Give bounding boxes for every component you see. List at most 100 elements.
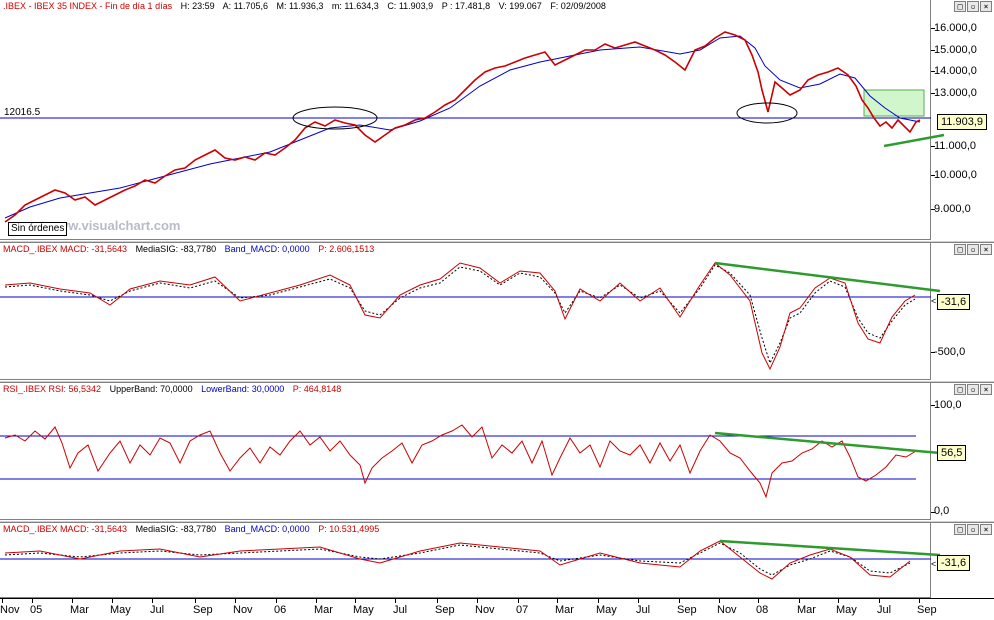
axis-tick — [316, 599, 317, 603]
axis-month-label: Jul — [877, 604, 892, 616]
macd-pane: MACD_.IBEX MACD: -31,5643 MediaSIG: -83,… — [0, 243, 994, 380]
axis-year-label: 07 — [516, 604, 529, 616]
close-button[interactable]: × — [980, 524, 992, 535]
axis-month-label: May — [110, 604, 131, 616]
high-label: M: 11.936,3 — [276, 1, 324, 11]
axis-tick — [276, 599, 277, 603]
scale-tick — [931, 175, 935, 176]
macd-plot-frame — [0, 243, 931, 380]
volume-label: V: 199.067 — [498, 1, 542, 11]
bottom-ellipse-2008 — [736, 102, 798, 124]
macd-name: MACD_.IBEX MACD: -31,5643 — [3, 244, 128, 254]
time-axis: Nov 05 Mar May Jul Sep Nov 06 Mar May Ju… — [0, 598, 994, 620]
last-price-tag: 11.903,9 — [937, 114, 988, 130]
scale-tick — [931, 146, 935, 147]
macd2-p: P: 10.531,4995 — [318, 524, 380, 534]
rsi-scale-label: 100,0 — [934, 399, 962, 411]
time-label: H: 23:59 — [180, 1, 215, 11]
axis-tick — [838, 599, 839, 603]
pane-splitter[interactable] — [0, 380, 994, 383]
rsi-divergence-line — [714, 431, 941, 455]
axis-month-label: May — [836, 604, 857, 616]
highlight-box — [863, 89, 925, 117]
macd-p: P: 2.606,1513 — [318, 244, 375, 254]
hline-label: 12016.5 — [4, 107, 41, 118]
watermark: www.visualchart.com — [48, 218, 181, 233]
restore-button[interactable]: ▫ — [967, 384, 979, 395]
top-ellipse-2006 — [292, 106, 378, 130]
axis-tick — [72, 599, 73, 603]
scale-tick — [931, 209, 935, 210]
pane-splitter[interactable] — [0, 520, 994, 523]
rsi-pane-buttons: □ ▫ × — [954, 384, 992, 395]
axis-month-label: Sep — [193, 604, 213, 616]
macd2-pane-buttons: □ ▫ × — [954, 524, 992, 535]
axis-month-label: Nov — [717, 604, 737, 616]
price-scale-label: 13.000,0 — [934, 87, 977, 99]
axis-month-label: Sep — [677, 604, 697, 616]
price-scale-label: 16.000,0 — [934, 22, 977, 34]
rsi-lower: LowerBand: 30,0000 — [201, 384, 285, 394]
price-chart[interactable] — [0, 0, 994, 240]
moving-average-line — [4, 35, 921, 219]
support-trendline — [883, 133, 945, 148]
axis-tick — [919, 599, 920, 603]
macd2-last-tag: -31,6 — [937, 555, 971, 571]
price-plot-frame — [0, 0, 931, 240]
macd2-name: MACD_.IBEX MACD: -31,5643 — [3, 524, 128, 534]
macd2-chart[interactable] — [0, 523, 994, 598]
scale-tick — [931, 50, 935, 51]
close-button[interactable]: × — [980, 244, 992, 255]
axis-tick — [719, 599, 720, 603]
close-button[interactable]: × — [980, 1, 992, 12]
macd-signal-line — [4, 264, 916, 365]
scale-tick — [931, 405, 935, 406]
maximize-button[interactable]: □ — [954, 384, 966, 395]
rsi-chart[interactable] — [0, 383, 994, 520]
axis-tick — [799, 599, 800, 603]
axis-month-label: Nov — [233, 604, 253, 616]
macd-scale-label: -500,0 — [934, 346, 966, 358]
macd2-signal-line — [4, 542, 911, 576]
restore-button[interactable]: ▫ — [967, 524, 979, 535]
macd2-signal: MediaSIG: -83,7780 — [135, 524, 217, 534]
close-label: C: 11.903,9 — [387, 1, 434, 11]
macd-signal: MediaSIG: -83,7780 — [135, 244, 217, 254]
rsi-pane: RSI_.IBEX RSI: 56,5342 UpperBand: 70,000… — [0, 383, 994, 520]
axis-month-label: Sep — [435, 604, 455, 616]
axis-year-label: 05 — [30, 604, 43, 616]
axis-tick — [437, 599, 438, 603]
macd-divergence-line — [714, 261, 941, 293]
maximize-button[interactable]: □ — [954, 244, 966, 255]
maximize-button[interactable]: □ — [954, 1, 966, 12]
axis-tick — [32, 599, 33, 603]
restore-button[interactable]: ▫ — [967, 1, 979, 12]
rsi-last-tag: 56,5 — [937, 445, 967, 461]
orders-button[interactable]: Sin órdenes — [8, 222, 68, 236]
axis-tick — [112, 599, 113, 603]
macd-pane-header: MACD_.IBEX MACD: -31,5643 MediaSIG: -83,… — [3, 244, 380, 255]
axis-tick — [557, 599, 558, 603]
close-button[interactable]: × — [980, 384, 992, 395]
macd-chart[interactable] — [0, 243, 994, 380]
price-scale-label: 9.000,0 — [934, 203, 971, 215]
axis-month-label: Jul — [150, 604, 165, 616]
symbol-label: .IBEX - IBEX 35 INDEX - Fin de día 1 día… — [3, 1, 173, 11]
rsi-scale-label: 0,0 — [934, 505, 950, 517]
rsi-p: P: 464,8148 — [292, 384, 342, 394]
rsi-name: RSI_.IBEX RSI: 56,5342 — [3, 384, 102, 394]
macd2-pane-header: MACD_.IBEX MACD: -31,5643 MediaSIG: -83,… — [3, 524, 385, 535]
restore-button[interactable]: ▫ — [967, 244, 979, 255]
macd2-pane: MACD_.IBEX MACD: -31,5643 MediaSIG: -83,… — [0, 523, 994, 598]
scale-tick — [931, 93, 935, 94]
axis-tick — [235, 599, 236, 603]
axis-month-label: Sep — [917, 604, 937, 616]
pane-splitter[interactable] — [0, 240, 994, 243]
axis-tick — [638, 599, 639, 603]
axis-tick — [477, 599, 478, 603]
macd2-band: Band_MACD: 0,0000 — [224, 524, 310, 534]
macd2-line — [4, 540, 911, 580]
price-scale-label: 14.000,0 — [934, 65, 977, 77]
axis-tick — [355, 599, 356, 603]
maximize-button[interactable]: □ — [954, 524, 966, 535]
